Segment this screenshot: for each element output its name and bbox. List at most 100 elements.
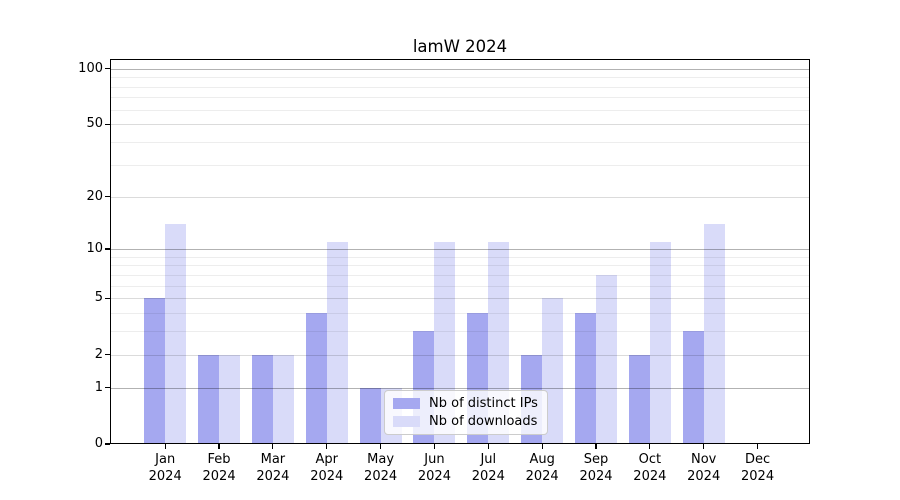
y-tick-2 bbox=[105, 354, 110, 356]
gridline-y-100 bbox=[111, 68, 809, 70]
x-tick-label-jun: Jun 2024 bbox=[402, 452, 466, 485]
y-tick-label-50: 50 bbox=[86, 116, 103, 132]
x-tick-year: 2024 bbox=[741, 468, 775, 484]
x-tick-year: 2024 bbox=[417, 468, 451, 484]
x-tick-year: 2024 bbox=[687, 468, 721, 484]
gridline-y-8 bbox=[111, 265, 809, 267]
y-tick-20 bbox=[105, 195, 110, 198]
x-tick-month: Jan bbox=[155, 452, 176, 467]
chart-title: lamW 2024 bbox=[412, 37, 508, 56]
x-tick-month: Sep bbox=[583, 452, 609, 467]
gridline-y-40 bbox=[111, 142, 809, 144]
y-tick-label-5: 5 bbox=[94, 290, 103, 306]
legend-label-downloads: Nb of downloads bbox=[429, 414, 538, 429]
legend: Nb of distinct IPs Nb of downloads bbox=[384, 390, 548, 435]
x-tick-month: Aug bbox=[529, 452, 555, 467]
x-tick-nov bbox=[703, 444, 705, 449]
x-tick-year: 2024 bbox=[633, 468, 667, 484]
gridline-y-20 bbox=[111, 196, 809, 198]
x-tick-year: 2024 bbox=[579, 468, 613, 484]
y-tick-label-2: 2 bbox=[94, 346, 103, 362]
x-tick-label-sep: Sep 2024 bbox=[564, 452, 628, 485]
x-tick-year: 2024 bbox=[364, 468, 398, 484]
bar-distinct-ips-may bbox=[359, 387, 381, 443]
x-tick-label-feb: Feb 2024 bbox=[187, 452, 251, 485]
x-tick-month: Apr bbox=[315, 452, 339, 467]
bar-downloads-jan bbox=[165, 223, 187, 443]
bar-distinct-ips-mar bbox=[251, 354, 273, 443]
x-tick-aug bbox=[541, 444, 543, 449]
bar-distinct-ips-sep bbox=[575, 313, 596, 443]
y-tick-50 bbox=[105, 123, 110, 125]
x-tick-label-jan: Jan 2024 bbox=[133, 452, 197, 485]
x-tick-year: 2024 bbox=[471, 468, 505, 484]
gridline-y-6 bbox=[111, 285, 809, 287]
legend-swatch-downloads-icon bbox=[393, 416, 420, 427]
legend-label-distinct-ips: Nb of distinct IPs bbox=[429, 396, 538, 411]
x-tick-year: 2024 bbox=[310, 468, 344, 484]
legend-swatch-distinct-ips-icon bbox=[393, 398, 420, 409]
y-tick-10 bbox=[105, 248, 110, 250]
bar-distinct-ips-apr bbox=[305, 313, 327, 443]
x-tick-label-jul: Jul 2024 bbox=[456, 452, 520, 485]
x-tick-jun bbox=[433, 444, 436, 449]
legend-item-distinct-ips: Nb of distinct IPs bbox=[393, 396, 538, 411]
x-tick-dec bbox=[756, 444, 759, 449]
x-tick-label-aug: Aug 2024 bbox=[510, 452, 574, 485]
x-tick-month: Jul bbox=[480, 452, 497, 467]
bar-distinct-ips-jan bbox=[144, 298, 166, 443]
bar-downloads-feb bbox=[219, 354, 241, 443]
gridline-y-4 bbox=[111, 313, 809, 315]
x-tick-jan bbox=[164, 444, 166, 449]
x-tick-month: Jun bbox=[424, 452, 445, 467]
x-tick-year: 2024 bbox=[256, 468, 290, 484]
y-tick-5 bbox=[105, 297, 110, 299]
y-tick-label-1: 1 bbox=[94, 379, 103, 395]
x-tick-label-oct: Oct 2024 bbox=[618, 452, 682, 485]
bar-downloads-apr bbox=[326, 242, 348, 443]
x-tick-may bbox=[380, 444, 382, 449]
x-tick-feb bbox=[218, 444, 220, 449]
y-tick-label-0: 0 bbox=[94, 436, 103, 451]
y-tick-100 bbox=[105, 68, 110, 70]
y-tick-label-100: 100 bbox=[78, 60, 103, 76]
gridline-y-5 bbox=[111, 298, 809, 300]
gridline-y-70 bbox=[111, 97, 809, 99]
gridline-y-90 bbox=[111, 77, 809, 79]
y-tick-1 bbox=[105, 387, 110, 389]
bar-distinct-ips-feb bbox=[198, 354, 220, 443]
y-tick-label-20: 20 bbox=[86, 188, 103, 204]
gridline-y-50 bbox=[111, 124, 809, 126]
x-tick-label-nov: Nov 2024 bbox=[672, 452, 736, 485]
x-tick-mar bbox=[272, 444, 274, 449]
x-tick-label-dec: Dec 2024 bbox=[726, 452, 790, 485]
x-tick-month: Mar bbox=[260, 452, 286, 467]
x-tick-month: Feb bbox=[207, 452, 231, 467]
x-tick-apr bbox=[326, 444, 328, 449]
x-tick-month: May bbox=[367, 452, 395, 467]
y-tick-label-10: 10 bbox=[86, 241, 103, 257]
x-tick-month: Oct bbox=[638, 452, 662, 467]
gridline-y-1 bbox=[111, 387, 809, 389]
bar-downloads-nov bbox=[703, 223, 725, 443]
gridline-y-2 bbox=[111, 354, 809, 356]
x-tick-month: Dec bbox=[744, 452, 771, 467]
gridline-y-60 bbox=[111, 109, 809, 111]
x-tick-year: 2024 bbox=[525, 468, 559, 484]
legend-item-downloads: Nb of downloads bbox=[393, 414, 538, 429]
x-tick-month: Nov bbox=[691, 452, 717, 467]
gridline-y-80 bbox=[111, 86, 809, 88]
x-tick-label-mar: Mar 2024 bbox=[241, 452, 305, 485]
x-tick-sep bbox=[595, 444, 597, 449]
x-tick-jul bbox=[487, 444, 489, 449]
x-tick-oct bbox=[649, 444, 651, 449]
gridline-y-9 bbox=[111, 256, 809, 258]
gridline-y-7 bbox=[111, 274, 809, 276]
bar-downloads-oct bbox=[649, 242, 671, 443]
gridline-y-3 bbox=[111, 331, 809, 333]
gridline-y-30 bbox=[111, 164, 809, 166]
gridline-y-10 bbox=[111, 249, 809, 251]
bar-distinct-ips-oct bbox=[628, 354, 650, 443]
bar-distinct-ips-nov bbox=[682, 331, 704, 443]
